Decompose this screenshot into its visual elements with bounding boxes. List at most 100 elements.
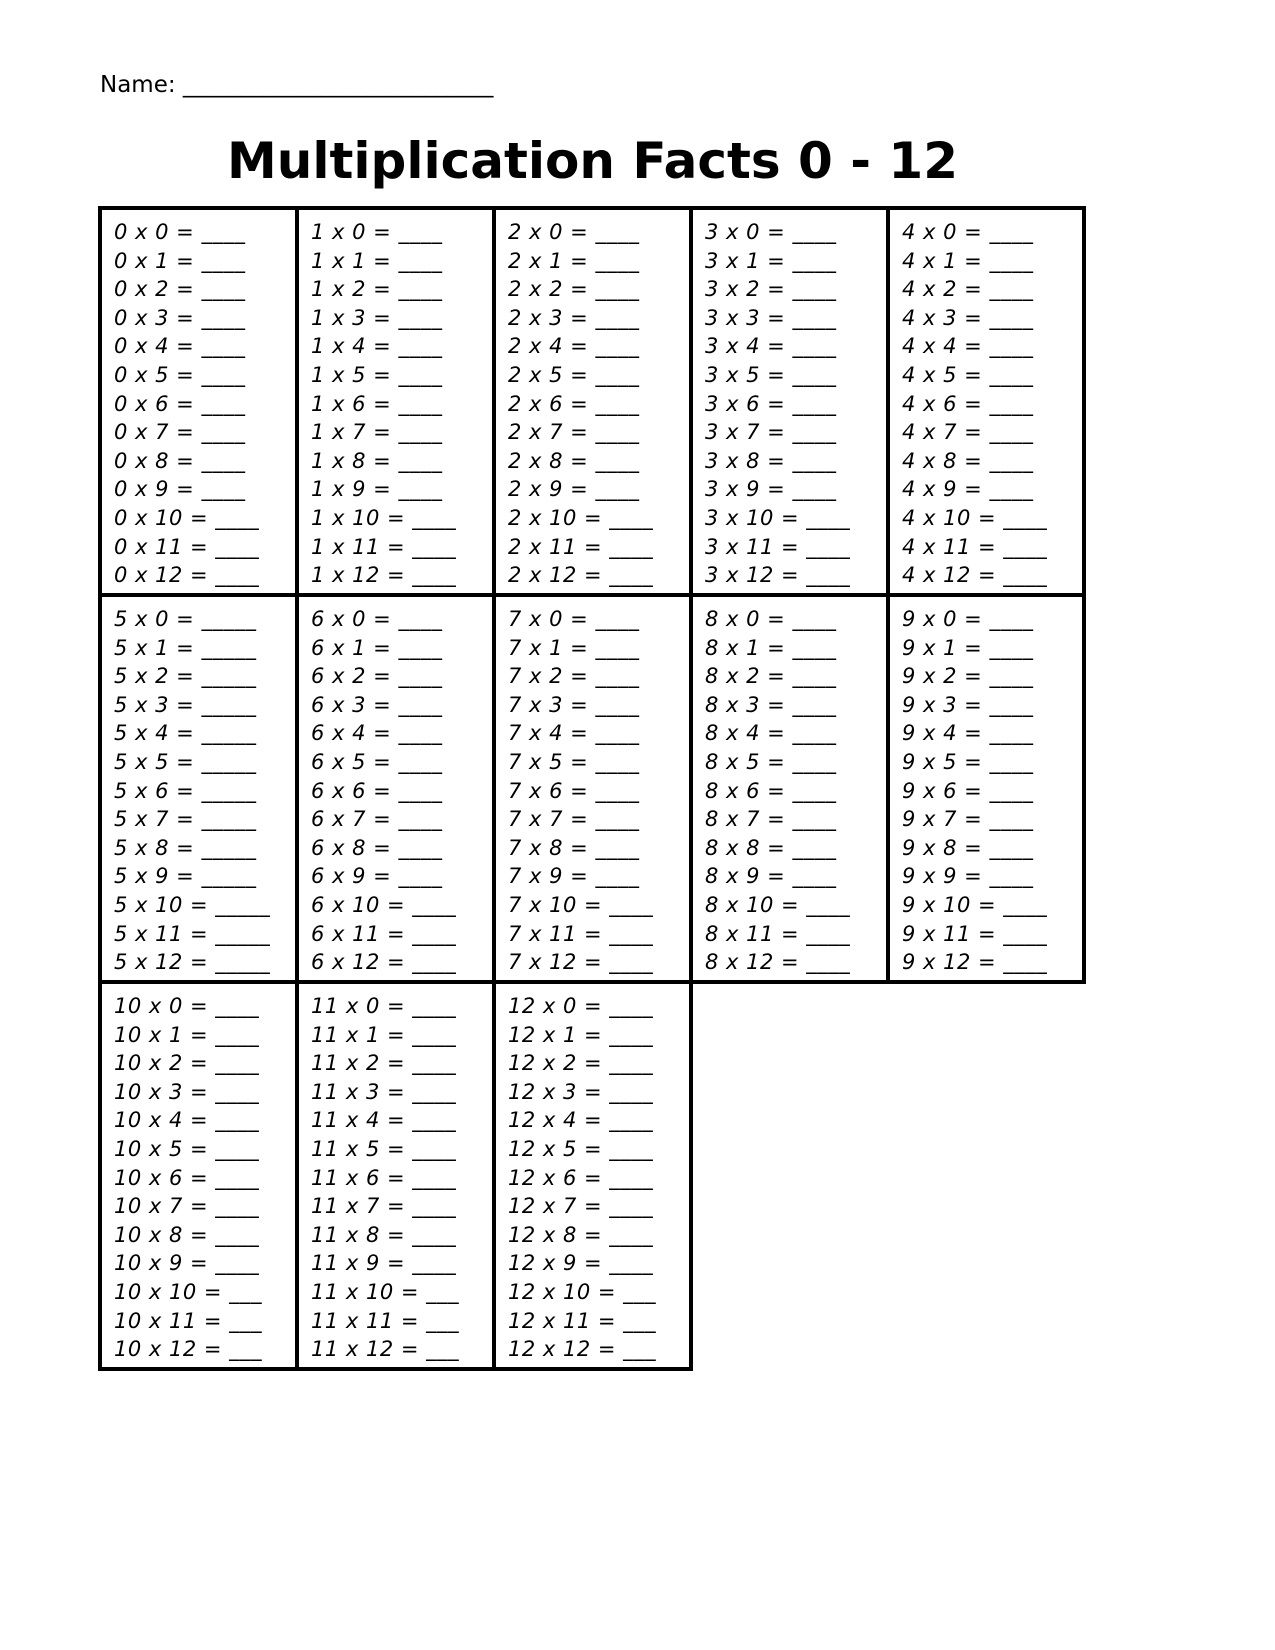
problem[interactable]: 9 x 8 = ____ [902,835,1034,860]
problem[interactable]: 0 x 4 = ____ [114,334,246,359]
problem[interactable]: 5 x 1 = _____ [114,635,257,660]
problem[interactable]: 8 x 1 = ____ [705,635,837,660]
problem[interactable]: 10 x 0 = ____ [114,994,260,1018]
problem[interactable]: 1 x 9 = ____ [311,477,443,502]
problem[interactable]: 9 x 0 = ____ [902,607,1034,631]
problem[interactable]: 7 x 6 = ____ [508,778,640,803]
problem[interactable]: 12 x 5 = ____ [508,1137,654,1161]
problem[interactable]: 6 x 3 = ____ [311,692,443,717]
problem[interactable]: 5 x 2 = _____ [114,664,257,689]
problem[interactable]: 11 x 8 = ____ [311,1222,457,1247]
problem[interactable]: 9 x 10 = ____ [902,893,1048,917]
problem[interactable]: 12 x 8 = ____ [508,1222,654,1247]
problem[interactable]: 7 x 4 = ____ [508,721,640,746]
problem[interactable]: 1 x 11 = ____ [311,534,457,559]
problem[interactable]: 7 x 0 = ____ [508,607,640,631]
problem[interactable]: 10 x 7 = ____ [114,1194,260,1219]
problem[interactable]: 11 x 3 = ____ [311,1079,457,1104]
problem[interactable]: 6 x 2 = ____ [311,664,443,689]
problem[interactable]: 1 x 4 = ____ [311,334,443,359]
problem[interactable]: 10 x 9 = ____ [114,1251,260,1276]
problem[interactable]: 11 x 4 = ____ [311,1108,457,1133]
problem[interactable]: 2 x 5 = ____ [508,363,640,387]
problem[interactable]: 7 x 12 = ____ [508,950,654,975]
problem[interactable]: 12 x 0 = ____ [508,994,654,1018]
problem[interactable]: 9 x 6 = ____ [902,778,1034,803]
problem[interactable]: 0 x 5 = ____ [114,363,246,387]
problem[interactable]: 5 x 8 = _____ [114,835,257,860]
problem[interactable]: 12 x 10 = ___ [508,1280,657,1304]
problem[interactable]: 1 x 10 = ____ [311,506,457,530]
problem[interactable]: 5 x 5 = _____ [114,750,257,774]
problem[interactable]: 8 x 2 = ____ [705,664,837,689]
problem[interactable]: 8 x 5 = ____ [705,750,837,774]
problem[interactable]: 7 x 3 = ____ [508,692,640,717]
problem[interactable]: 4 x 9 = ____ [902,477,1034,502]
problem[interactable]: 0 x 11 = ____ [114,534,260,559]
problem[interactable]: 6 x 1 = ____ [311,635,443,660]
problem[interactable]: 3 x 8 = ____ [705,448,837,473]
problem[interactable]: 4 x 11 = ____ [902,534,1048,559]
problem[interactable]: 10 x 5 = ____ [114,1137,260,1161]
problem[interactable]: 8 x 8 = ____ [705,835,837,860]
problem[interactable]: 4 x 2 = ____ [902,277,1034,302]
problem[interactable]: 9 x 3 = ____ [902,692,1034,717]
problem[interactable]: 7 x 9 = ____ [508,864,640,889]
problem[interactable]: 8 x 7 = ____ [705,807,837,832]
problem[interactable]: 1 x 8 = ____ [311,448,443,473]
problem[interactable]: 10 x 3 = ____ [114,1079,260,1104]
problem[interactable]: 11 x 12 = ___ [311,1337,460,1362]
problem[interactable]: 6 x 9 = ____ [311,864,443,889]
problem[interactable]: 2 x 0 = ____ [508,220,640,244]
problem[interactable]: 0 x 8 = ____ [114,448,246,473]
problem[interactable]: 12 x 4 = ____ [508,1108,654,1133]
problem[interactable]: 3 x 3 = ____ [705,305,837,330]
problem[interactable]: 3 x 10 = ____ [705,506,851,530]
problem[interactable]: 2 x 4 = ____ [508,334,640,359]
problem[interactable]: 9 x 7 = ____ [902,807,1034,832]
problem[interactable]: 12 x 11 = ___ [508,1308,657,1333]
problem[interactable]: 0 x 9 = ____ [114,477,246,502]
problem[interactable]: 4 x 12 = ____ [902,563,1048,588]
problem[interactable]: 0 x 12 = ____ [114,563,260,588]
problem[interactable]: 7 x 7 = ____ [508,807,640,832]
problem[interactable]: 8 x 3 = ____ [705,692,837,717]
problem[interactable]: 12 x 6 = ____ [508,1165,654,1190]
problem[interactable]: 3 x 5 = ____ [705,363,837,387]
problem[interactable]: 8 x 6 = ____ [705,778,837,803]
problem[interactable]: 0 x 1 = ____ [114,248,246,273]
problem[interactable]: 2 x 6 = ____ [508,391,640,416]
problem[interactable]: 5 x 0 = _____ [114,607,257,631]
problem[interactable]: 12 x 1 = ____ [508,1022,654,1047]
problem[interactable]: 0 x 2 = ____ [114,277,246,302]
problem[interactable]: 6 x 7 = ____ [311,807,443,832]
problem[interactable]: 3 x 0 = ____ [705,220,837,244]
problem[interactable]: 10 x 12 = ___ [114,1337,263,1362]
problem[interactable]: 4 x 5 = ____ [902,363,1034,387]
problem[interactable]: 5 x 11 = _____ [114,921,271,946]
problem[interactable]: 12 x 3 = ____ [508,1079,654,1104]
problem[interactable]: 0 x 10 = ____ [114,506,260,530]
problem[interactable]: 1 x 12 = ____ [311,563,457,588]
problem[interactable]: 11 x 7 = ____ [311,1194,457,1219]
problem[interactable]: 11 x 6 = ____ [311,1165,457,1190]
problem[interactable]: 3 x 4 = ____ [705,334,837,359]
problem[interactable]: 2 x 7 = ____ [508,420,640,445]
problem[interactable]: 6 x 11 = ____ [311,921,457,946]
problem[interactable]: 2 x 1 = ____ [508,248,640,273]
problem[interactable]: 7 x 2 = ____ [508,664,640,689]
problem[interactable]: 2 x 12 = ____ [508,563,654,588]
problem[interactable]: 10 x 1 = ____ [114,1022,260,1047]
problem[interactable]: 0 x 6 = ____ [114,391,246,416]
name-field[interactable]: Name: ___________________________ [100,72,494,98]
problem[interactable]: 11 x 11 = ___ [311,1308,460,1333]
problem[interactable]: 10 x 11 = ___ [114,1308,263,1333]
problem[interactable]: 1 x 6 = ____ [311,391,443,416]
problem[interactable]: 4 x 4 = ____ [902,334,1034,359]
problem[interactable]: 6 x 5 = ____ [311,750,443,774]
problem[interactable]: 3 x 9 = ____ [705,477,837,502]
problem[interactable]: 0 x 3 = ____ [114,305,246,330]
problem[interactable]: 4 x 7 = ____ [902,420,1034,445]
problem[interactable]: 9 x 11 = ____ [902,921,1048,946]
problem[interactable]: 6 x 8 = ____ [311,835,443,860]
